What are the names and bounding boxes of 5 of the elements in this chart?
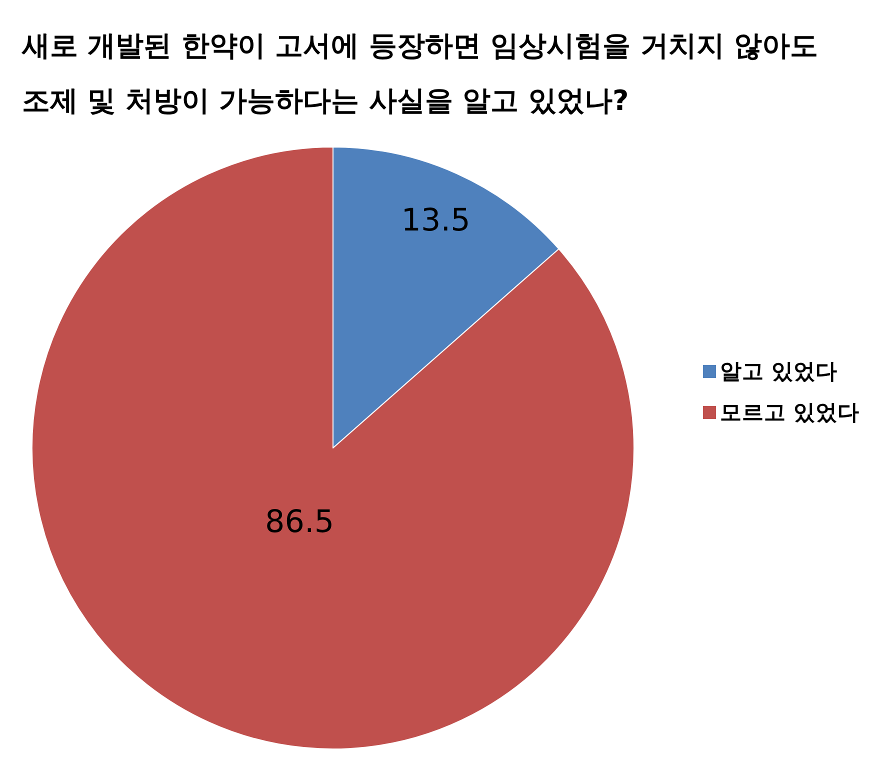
legend-label: 모르고 있었다 xyxy=(720,400,860,426)
data-label: 86.5 xyxy=(265,504,334,540)
data-label: 13.5 xyxy=(401,202,470,238)
title: 새로 개발된 한약이 고서에 등장하면 임상시험을 거치지 않아도 조제 및 처방이 가능하다는 사실을 알고 있었나? xyxy=(22,29,818,117)
legend-label: 알고 있었다 xyxy=(720,360,838,384)
